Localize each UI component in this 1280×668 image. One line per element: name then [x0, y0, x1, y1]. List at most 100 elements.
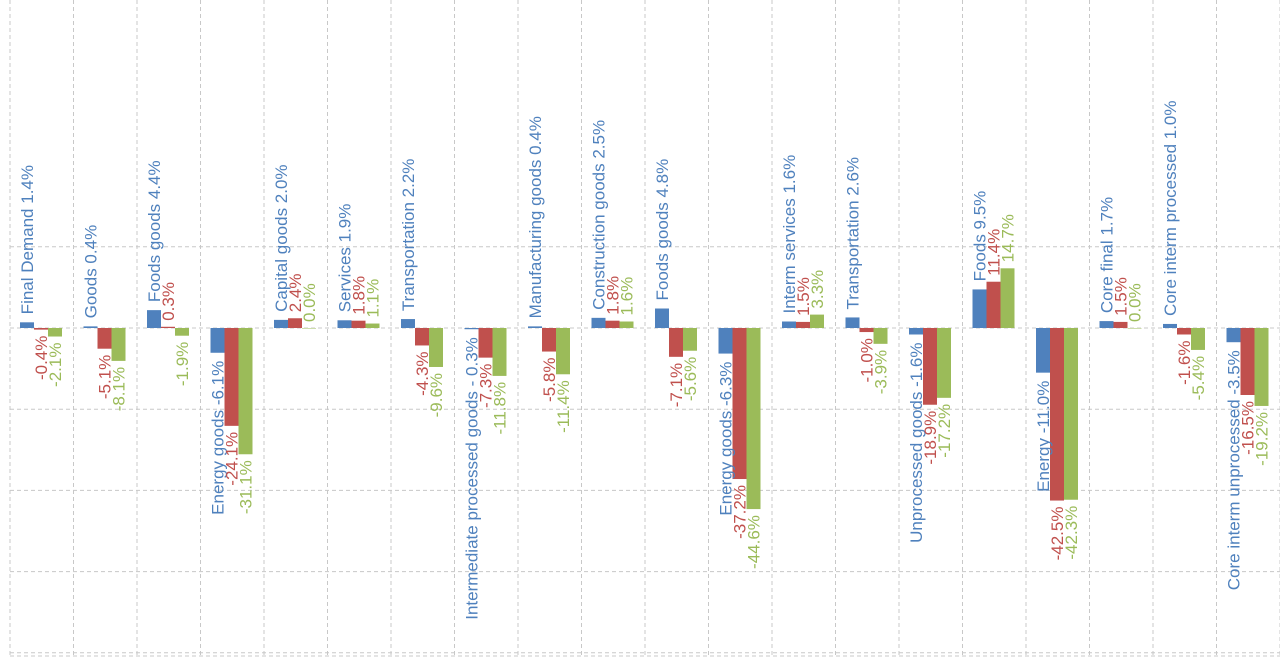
bar-series-3: [1064, 328, 1078, 500]
data-label-series-3: -5.6%: [681, 357, 700, 401]
bar-series-1: [782, 321, 796, 328]
data-label-series-2: -4.3%: [413, 351, 432, 395]
bar-series-2: [923, 328, 937, 405]
category-label: Energy goods -6.1%: [209, 361, 228, 515]
bar-series-1: [528, 326, 542, 328]
category-label: Unprocessed goods -1.6%: [907, 342, 926, 542]
bar-series-2: [1113, 321, 1128, 328]
category-label: Services 1.9%: [336, 204, 355, 313]
data-label-series-3: 1.1%: [364, 279, 383, 318]
data-label-series-2: -18.9%: [921, 411, 940, 465]
bar-series-2: [986, 281, 1001, 328]
bar-series-2: [669, 328, 683, 357]
bar-series-1: [83, 326, 98, 328]
bar-series-2: [224, 328, 239, 426]
data-label-series-3: -42.3%: [1062, 506, 1081, 560]
bar-series-2: [605, 320, 620, 328]
bar-series-1: [1036, 328, 1050, 373]
bar-series-2: [1240, 328, 1255, 395]
bar-series-3: [1191, 328, 1205, 350]
bar-series-1: [464, 328, 479, 330]
data-label-series-2: 1.8%: [604, 276, 623, 315]
bar-series-3: [238, 328, 253, 455]
bar-series-1: [401, 319, 415, 328]
bar-series-3: [1127, 328, 1142, 329]
category-label: Capital goods 2.0%: [272, 164, 291, 311]
data-label-series-2: 1.8%: [350, 276, 369, 315]
category-label: Core interm processed 1.0%: [1161, 101, 1180, 316]
data-label-series-2: -16.5%: [1239, 401, 1258, 455]
bar-series-3: [429, 328, 443, 367]
category-label: Transportation 2.6%: [844, 157, 863, 309]
bar-series-2: [161, 326, 175, 328]
category-label: Manufacturing goods 0.4%: [526, 116, 545, 318]
bar-series-1: [147, 310, 161, 328]
bar-series-2: [478, 328, 493, 358]
data-label-series-2: -0.4%: [32, 336, 51, 380]
bar-series-1: [718, 328, 733, 354]
bar-series-3: [937, 328, 951, 398]
data-label-series-2: 2.4%: [286, 274, 305, 313]
bar-series-1: [845, 317, 860, 328]
bar-series-3: [683, 328, 697, 351]
bar-series-1: [1163, 323, 1177, 328]
bar-series-3: [746, 328, 761, 510]
bar-series-1: [210, 328, 225, 353]
data-label-series-3: -5.4%: [1189, 356, 1208, 400]
data-label-series-2: -5.1%: [96, 355, 115, 399]
data-label-series-3: -3.9%: [872, 350, 891, 394]
bar-series-2: [97, 328, 112, 349]
bar-series-3: [302, 328, 316, 329]
data-label-series-3: -11.8%: [491, 382, 510, 435]
category-label: Core final 1.7%: [1098, 197, 1117, 313]
bar-series-1: [1099, 321, 1114, 328]
category-label: Core interm unprocessed -3.5%: [1225, 350, 1244, 590]
data-label-series-2: 11.4%: [985, 229, 1004, 276]
data-label-series-2: -1.6%: [1175, 340, 1194, 384]
data-label-series-2: -42.5%: [1048, 507, 1067, 561]
bar-series-2: [796, 321, 810, 328]
bar-series-1: [972, 289, 987, 328]
category-label: Goods 0.4%: [82, 225, 101, 319]
data-label-series-3: -1.9%: [173, 342, 192, 386]
bar-series-3: [1254, 328, 1269, 406]
data-label-series-3: -44.6%: [745, 515, 764, 569]
category-label: Transportation 2.2%: [399, 159, 418, 311]
category-label: Construction goods 2.5%: [590, 120, 609, 310]
data-label-series-2: -1.0%: [858, 338, 877, 382]
bar-series-3: [492, 328, 507, 376]
data-label-series-2: 1.5%: [1112, 277, 1131, 316]
category-label: Intermediate processed goods - 0.3%: [463, 337, 482, 620]
bar-series-3: [365, 323, 380, 328]
category-label: Interm services 1.6%: [780, 155, 799, 314]
bar-series-2: [1050, 328, 1064, 501]
bar-series-1: [909, 328, 923, 335]
bar-series-3: [873, 328, 888, 344]
category-label: Final Demand 1.4%: [18, 165, 37, 314]
data-label-series-2: -7.1%: [667, 363, 686, 407]
data-label-series-3: 0.0%: [1126, 283, 1145, 322]
data-label-series-3: -8.1%: [110, 367, 129, 411]
bar-series-3: [619, 321, 634, 328]
data-label-series-3: 3.3%: [808, 270, 827, 309]
bar-series-2: [288, 318, 302, 328]
bar-series-2: [732, 328, 747, 480]
bar-series-3: [175, 328, 189, 336]
bar-series-1: [1226, 328, 1241, 343]
data-label-series-2: 1.5%: [794, 277, 813, 316]
bar-series-3: [1000, 268, 1015, 328]
bar-series-3: [810, 314, 824, 328]
bar-series-2: [34, 328, 48, 330]
category-label: Foods 9.5%: [971, 191, 990, 282]
bar-series-3: [556, 328, 570, 375]
bar-series-1: [337, 320, 352, 328]
bar-series-1: [274, 319, 288, 328]
category-label: Foods goods 4.8%: [653, 159, 672, 301]
bar-series-2: [1177, 328, 1191, 335]
category-label: Energy goods -6.3%: [717, 362, 736, 516]
bar-series-1: [655, 308, 669, 328]
data-label-series-3: -2.1%: [46, 343, 65, 387]
bar-series-2: [351, 320, 366, 328]
